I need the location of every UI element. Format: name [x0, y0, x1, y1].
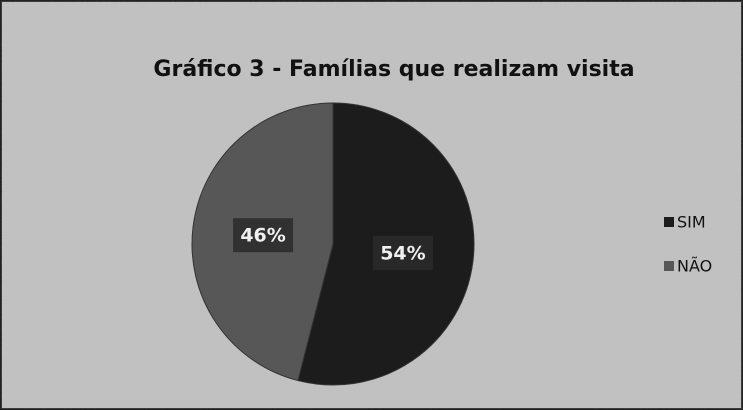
legend-swatch: [664, 217, 674, 227]
data-label-box: [372, 235, 433, 270]
legend-swatch: [664, 261, 674, 271]
data-label-box: [233, 218, 294, 253]
data-label: 46%: [240, 225, 285, 247]
chart-title: Gráfico 3 - Famílias que realizam visita: [153, 57, 634, 82]
legend-label: NÃO: [677, 257, 712, 276]
legend-label: SIM: [677, 213, 706, 232]
data-label: 54%: [380, 242, 425, 264]
